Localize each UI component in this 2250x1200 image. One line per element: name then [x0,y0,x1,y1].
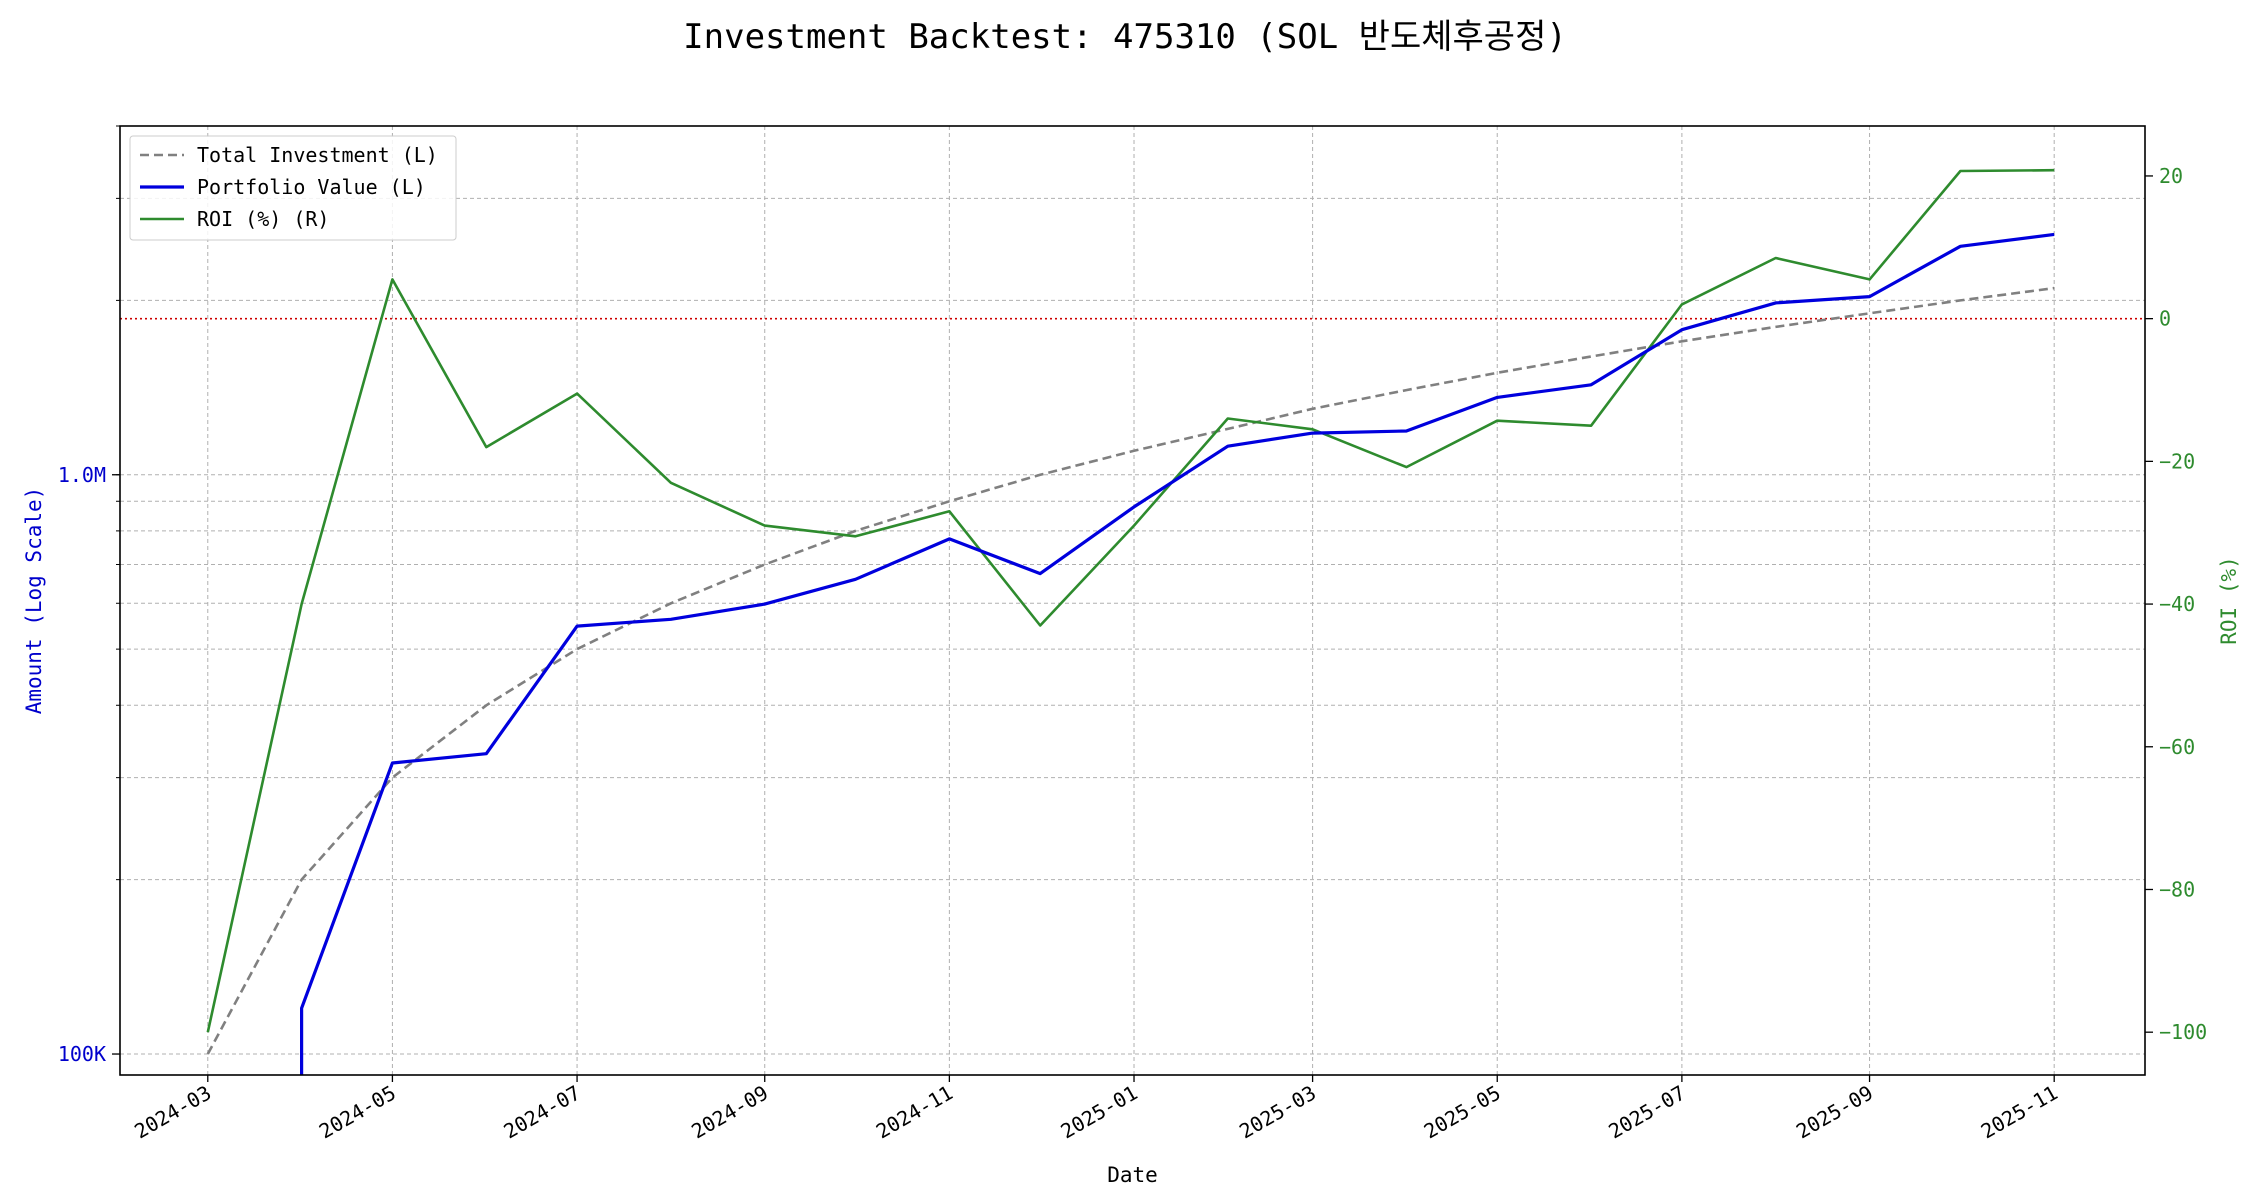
right-tick-label: −20 [2159,449,2195,473]
left-tick-label: 1.0M [58,463,106,487]
right-tick-label: 20 [2159,164,2183,188]
right-tick-label: −40 [2159,592,2195,616]
x-tick-label: 2025-03 [1235,1081,1320,1144]
x-tick-label: 2024-11 [872,1081,957,1144]
left-axis-ticks: 100K 1.0M [58,125,120,1066]
right-tick-label: 0 [2159,307,2171,331]
plot-frame [119,125,2146,1076]
legend-box [129,135,457,241]
left-axis-label: Amount (Log Scale) [22,487,46,715]
x-tick-label: 2025-11 [1977,1081,2062,1144]
x-axis-label: Date [1107,1163,1158,1187]
right-tick-label: −60 [2159,735,2195,759]
x-tick-label: 2024-05 [315,1081,400,1144]
chart-title: Investment Backtest: 475310 (SOL 반도체후공정) [683,17,1567,57]
x-tick-label: 2025-01 [1057,1081,1142,1144]
x-tick-label: 2024-07 [500,1081,585,1144]
right-axis-label: ROI (%) [2217,556,2241,645]
series-portfolio-value [300,232,2055,1075]
legend-label: ROI (%) (R) [197,207,329,231]
legend: Total Investment (L) Portfolio Value (L) R… [129,135,457,241]
series-roi [206,168,2055,1033]
x-tick-label: 2025-07 [1604,1081,1689,1144]
series-layer [206,168,2055,1075]
right-tick-label: −80 [2159,877,2195,901]
series-total-investment [206,286,2055,1055]
left-tick-label: 100K [58,1042,106,1066]
right-tick-label: −100 [2159,1020,2207,1044]
x-axis-ticks: 2024-03 2024-05 2024-07 2024-09 2024-11 2025-… [130,1075,2062,1144]
right-axis-ticks: −100 −80 −60 −40 −20 0 20 [2145,164,2207,1044]
x-tick-label: 2025-05 [1420,1081,1505,1144]
x-tick-label: 2024-03 [130,1081,215,1144]
x-tick-label: 2024-09 [687,1081,772,1144]
x-tick-label: 2025-09 [1792,1081,1877,1144]
grid [120,125,2145,1075]
legend-label: Portfolio Value (L) [197,175,426,199]
legend-label: Total Investment (L) [197,143,438,167]
